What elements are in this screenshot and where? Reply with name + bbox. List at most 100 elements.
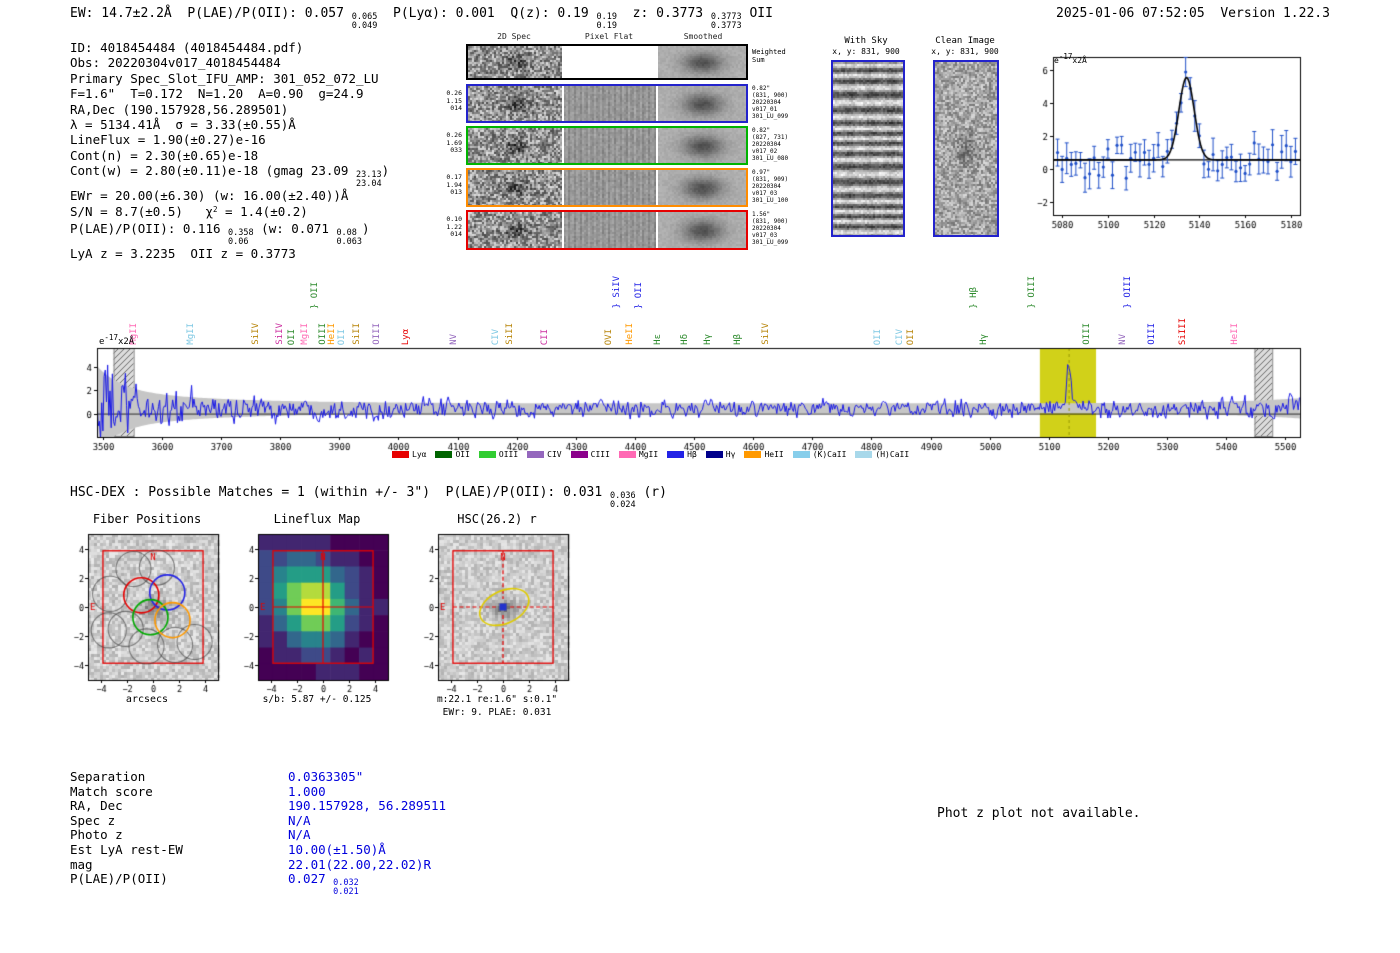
superscript: -17 bbox=[1058, 52, 1073, 61]
legend-swatch bbox=[744, 451, 762, 458]
row-weight-labels: 0.17 1.94 013 bbox=[440, 173, 462, 197]
row-weight-value: 033 bbox=[450, 146, 462, 154]
info-line: Obs: 20220304v017_4018454484 bbox=[70, 55, 281, 71]
match-field-label: mag bbox=[70, 856, 93, 872]
pixel-flat-cutout bbox=[564, 170, 656, 205]
2d-spec-cutout bbox=[468, 86, 562, 121]
legend-swatch bbox=[705, 451, 723, 458]
timestamp-version: 2025-01-06 07:52:05 Version 1.22.3 bbox=[1056, 6, 1330, 21]
2d-spec-cutout bbox=[468, 128, 562, 163]
legend-item: CIII bbox=[570, 450, 610, 459]
fiber-info-line: (827, 731) bbox=[752, 134, 789, 141]
legend-swatch bbox=[527, 451, 545, 458]
legend-item: CIV bbox=[527, 450, 562, 459]
2d-grid-column-header: 2D Spec bbox=[497, 32, 531, 41]
pixel-flat-cutout bbox=[564, 86, 656, 121]
smoothed-cutout bbox=[658, 86, 746, 121]
info-line: Cont(n) = 2.30(±0.65)e-18 bbox=[70, 147, 259, 163]
row-fiber-info: 0.82" (827, 731) 20220304 v017_02 301_LU_080 bbox=[752, 127, 788, 162]
legend-label: MgII bbox=[638, 450, 659, 459]
info-line: P(LAE)/P(OII): 0.116 0.358 0.06 (w: 0.071… bbox=[70, 221, 370, 247]
legend-item: Lyα bbox=[392, 450, 426, 459]
row-weight-value: 1.94 bbox=[446, 180, 462, 189]
match-field-value: 10.00(±1.50)Å bbox=[288, 841, 386, 857]
emission-line-label: } OII bbox=[310, 281, 320, 309]
fiber-info-line: 20220304 bbox=[752, 141, 781, 148]
pixel-flat-cutout bbox=[564, 212, 656, 248]
legend-swatch bbox=[618, 451, 636, 458]
match-field-value: 22.01(22.00,22.02)R bbox=[288, 856, 431, 872]
match-field-value: N/A bbox=[288, 812, 311, 828]
pixel-flat-empty bbox=[564, 46, 656, 78]
stacked-uncertainty: 0.065 0.049 bbox=[351, 12, 378, 31]
fiber-positions-plot bbox=[62, 528, 232, 696]
row-weight-labels: 0.26 1.15 014 bbox=[440, 89, 462, 113]
fiber-info-line: 1.56" bbox=[752, 211, 771, 218]
legend-label: OII bbox=[455, 450, 470, 459]
full-spectrum-plot bbox=[60, 335, 1340, 457]
line-fit-zoom-plot bbox=[1025, 48, 1310, 230]
smoothed-cutout bbox=[658, 212, 746, 248]
fiber-info-line: v017_02 bbox=[752, 148, 778, 155]
stacked-uncertainty: 0.036 0.024 bbox=[610, 491, 636, 510]
match-table-row: Spec z N/A bbox=[70, 812, 446, 829]
2d-spec-row bbox=[466, 44, 748, 80]
match-table-row: RA, Dec 190.157928, 56.289511 bbox=[70, 799, 446, 814]
fiber-info-line: 20220304 bbox=[752, 99, 781, 106]
hsc-caption-morphology: m:22.1 re:1.6" s:0.1" bbox=[436, 694, 558, 705]
legend-swatch bbox=[478, 451, 496, 458]
stacked-uncertainty: 0.08 0.063 bbox=[336, 228, 363, 247]
2d-spec-cutout bbox=[468, 170, 562, 205]
fiber-info-line: 301_LU_080 bbox=[752, 155, 789, 162]
2d-spec-row bbox=[466, 84, 748, 123]
row-weight-value: 014 bbox=[450, 230, 462, 238]
match-field-value: 190.157928, 56.289511 bbox=[288, 798, 447, 814]
stacked-uncertainty: 0.032 0.021 bbox=[333, 878, 359, 897]
legend-label: Hβ bbox=[687, 450, 697, 459]
legend-label: HeII bbox=[764, 450, 784, 459]
legend-label: Hγ bbox=[725, 450, 736, 459]
info-line: EWr = 20.00(±6.30) (w: 16.00(±2.40))Å bbox=[70, 188, 349, 204]
legend-label: CIII bbox=[590, 450, 610, 459]
clean-image-title: Clean Image bbox=[935, 36, 995, 46]
info-line: ID: 4018454484 (4018454484.pdf) bbox=[70, 40, 304, 55]
legend-label: Lyα bbox=[412, 450, 427, 459]
match-field-value: 0.0363305" bbox=[288, 769, 364, 784]
legend-label: (H)CaII bbox=[875, 450, 910, 459]
2d-grid-column-header: Pixel Flat bbox=[584, 32, 634, 41]
smoothed-cutout bbox=[658, 170, 746, 205]
fiber-info-line: 301_LU_099 bbox=[752, 239, 789, 246]
match-table-row: Photo z N/A bbox=[70, 828, 446, 843]
info-line: S/N = 8.7(±0.5) χ2 = 1.4(±0.2) bbox=[70, 203, 308, 219]
legend-swatch bbox=[855, 451, 873, 458]
summary-header: EW: 14.7±2.2Å P(LAE)/P(OII): 0.057 0.065… bbox=[70, 6, 773, 31]
stacked-uncertainty: 0.3773 0.3773 bbox=[710, 12, 742, 31]
catalog-match-table: Separation 0.0363305" Match score 1.000 RA, … bbox=[70, 769, 446, 897]
fiber-info-line: 0.97" bbox=[752, 169, 771, 176]
fiber-info-line: 0.82" bbox=[752, 127, 771, 134]
photz-note: Phot z plot not available. bbox=[937, 806, 1141, 821]
row-weight-labels: 0.10 1.22 014 bbox=[440, 215, 462, 239]
fiber-positions-title: Fiber Positions bbox=[92, 512, 202, 526]
emission-line-label: } OIII bbox=[1027, 276, 1037, 309]
info-line: LyA z = 3.2235 OII z = 0.3773 bbox=[70, 246, 296, 262]
row-weight-value: 0.26 bbox=[446, 131, 462, 139]
info-line: LineFlux = 1.90(±0.27)e-16 bbox=[70, 132, 266, 148]
fiber-info-line: 301_LU_099 bbox=[752, 113, 789, 120]
row-weight-value: 013 bbox=[450, 188, 462, 196]
fiber-info-line: (831, 900) bbox=[752, 92, 789, 99]
clean-image bbox=[933, 60, 999, 237]
detection-info-block: ID: 4018454484 (4018454484.pdf) Obs: 2022… bbox=[70, 40, 389, 261]
with-sky-image bbox=[831, 60, 905, 237]
2d-spec-cutout bbox=[468, 212, 562, 248]
legend-item: OIII bbox=[478, 450, 518, 459]
match-field-label: Match score bbox=[70, 783, 153, 799]
legend-item: Hβ bbox=[667, 450, 697, 459]
legend-item: MgII bbox=[618, 450, 659, 459]
clean-image-coords: x, y: 831, 900 bbox=[931, 47, 999, 56]
lineflux-caption: s/b: 5.87 +/- 0.125 bbox=[262, 694, 372, 705]
match-field-value: 1.000 bbox=[288, 783, 326, 799]
info-line: RA,Dec (190.157928,56.289501) bbox=[70, 101, 289, 117]
hsc-cutout-plot bbox=[412, 528, 582, 696]
match-field-label: P(LAE)/P(OII) bbox=[70, 871, 168, 887]
